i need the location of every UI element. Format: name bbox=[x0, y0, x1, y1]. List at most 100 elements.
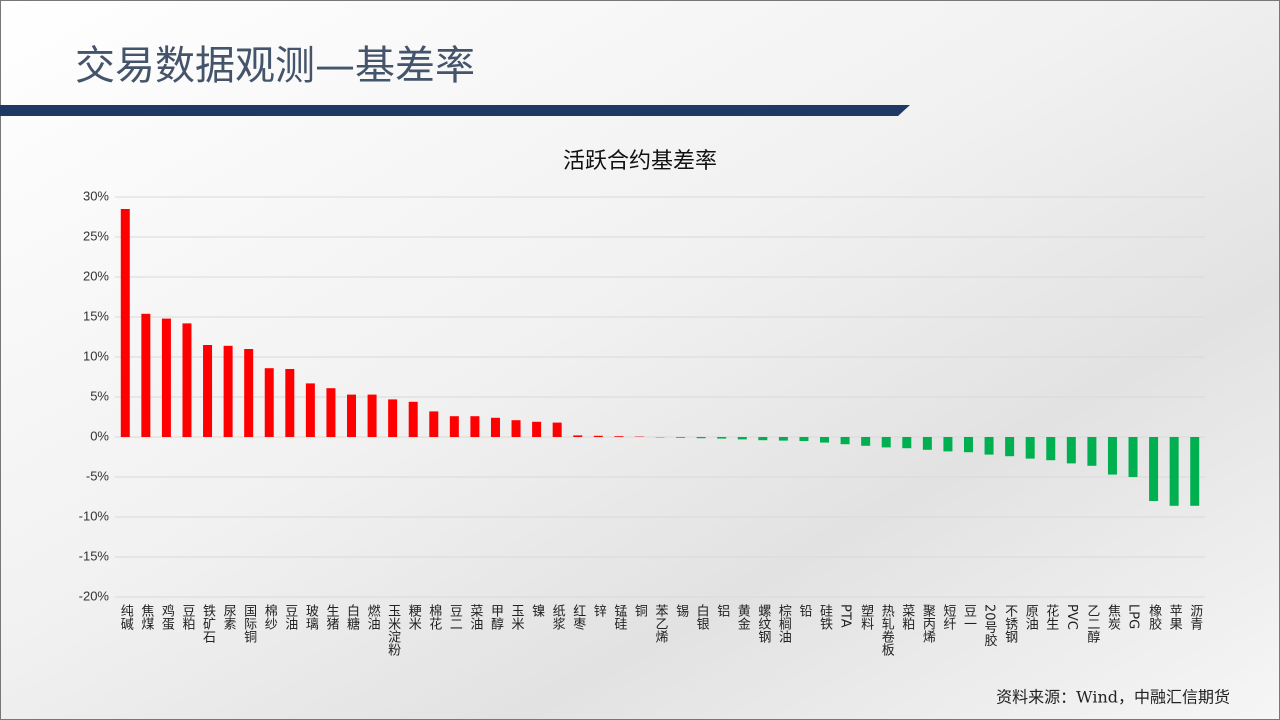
x-tick-label: 铜 bbox=[632, 604, 648, 617]
x-tick-label: 原油 bbox=[1023, 604, 1039, 630]
y-tick-label: 30% bbox=[83, 188, 109, 203]
x-tick-label: 菜油 bbox=[467, 604, 483, 630]
x-tick-label: 玉米淀粉 bbox=[385, 604, 401, 656]
x-tick-label: 20号胶 bbox=[982, 604, 998, 648]
x-tick-label: 不锈钢 bbox=[1002, 604, 1018, 644]
bar bbox=[1025, 437, 1035, 459]
bar bbox=[449, 416, 459, 437]
y-tick-label: 5% bbox=[90, 388, 109, 403]
bar bbox=[1149, 437, 1159, 501]
bar bbox=[593, 435, 603, 437]
x-tick-label: 白银 bbox=[694, 603, 710, 630]
x-tick-label: 锡 bbox=[673, 604, 689, 617]
x-tick-label: 鸡蛋 bbox=[159, 603, 175, 631]
bar bbox=[861, 437, 871, 446]
x-tick-label: 橡胶 bbox=[1146, 604, 1162, 631]
x-tick-label: 铅 bbox=[796, 604, 812, 617]
y-tick-label: 25% bbox=[83, 228, 109, 243]
x-tick-label: 螺纹钢 bbox=[755, 604, 771, 644]
bar bbox=[1087, 437, 1097, 466]
bar bbox=[778, 437, 788, 441]
bar bbox=[922, 437, 932, 450]
bar bbox=[799, 437, 809, 441]
y-tick-label: -10% bbox=[79, 508, 110, 523]
x-tick-label: 玻璃 bbox=[303, 604, 319, 630]
x-tick-label: PTA bbox=[838, 604, 853, 628]
bar bbox=[552, 422, 562, 437]
bar bbox=[676, 437, 686, 438]
bar bbox=[717, 437, 727, 439]
bar bbox=[429, 411, 439, 437]
x-tick-label: 国际铜 bbox=[241, 604, 257, 643]
x-tick-label: 硅铁 bbox=[817, 604, 833, 630]
bar bbox=[1005, 437, 1015, 457]
bar bbox=[1066, 437, 1076, 464]
bar bbox=[182, 323, 192, 437]
x-tick-label: 沥青 bbox=[1187, 604, 1203, 630]
x-tick-label: 白糖 bbox=[344, 603, 360, 631]
x-tick-label: PVC bbox=[1064, 604, 1079, 630]
bar bbox=[470, 416, 480, 437]
bar bbox=[573, 435, 583, 437]
x-tick-label: 菜粕 bbox=[899, 604, 915, 630]
x-tick-label: 甲醇 bbox=[488, 604, 504, 630]
x-tick-label: 红枣 bbox=[570, 603, 586, 630]
header-stripe bbox=[0, 105, 910, 116]
x-tick-label: 锰硅 bbox=[611, 604, 627, 630]
chart-title: 活跃合约基差率 bbox=[563, 149, 717, 174]
bar bbox=[881, 437, 891, 448]
bar bbox=[141, 313, 151, 437]
bar bbox=[203, 345, 213, 437]
x-tick-label: 焦炭 bbox=[1105, 604, 1121, 631]
x-tick-label: 铁矿石 bbox=[200, 604, 216, 643]
x-tick-label: 棕榈油 bbox=[776, 604, 792, 643]
bar bbox=[1128, 437, 1138, 477]
x-tick-label: 花生 bbox=[1043, 603, 1059, 630]
bar bbox=[1046, 437, 1056, 461]
bar bbox=[244, 349, 254, 437]
x-tick-label: 热轧卷板 bbox=[879, 604, 895, 657]
y-tick-label: -15% bbox=[79, 548, 110, 563]
x-tick-label: 铝 bbox=[714, 604, 730, 617]
bar bbox=[758, 437, 768, 441]
bar bbox=[902, 437, 912, 449]
x-tick-label: 黄金 bbox=[735, 604, 751, 630]
slide-title: 交易数据观测—基差率 bbox=[75, 43, 475, 89]
bar bbox=[820, 437, 830, 443]
bar bbox=[223, 345, 233, 437]
bar bbox=[511, 420, 521, 437]
bar bbox=[1107, 437, 1117, 475]
y-tick-label: 20% bbox=[83, 268, 109, 283]
x-tick-label: 生猪 bbox=[323, 604, 339, 630]
bar bbox=[1190, 437, 1200, 506]
bar bbox=[388, 399, 398, 437]
x-tick-label: 苹果 bbox=[1167, 604, 1183, 630]
bar bbox=[490, 417, 500, 437]
x-tick-label: 锌 bbox=[591, 604, 607, 617]
x-tick-label: 纯碱 bbox=[118, 604, 134, 630]
y-tick-label: 10% bbox=[83, 348, 109, 363]
x-tick-label: 聚丙烯 bbox=[920, 604, 936, 643]
y-tick-label: -20% bbox=[79, 588, 110, 603]
x-tick-label: LPG bbox=[1126, 604, 1141, 629]
bar bbox=[120, 209, 130, 437]
plot: -20% -15% -10% -5% 0% 5% 10% 15% 20% 25% 30% 纯碱 焦煤 鸡蛋… bbox=[79, 188, 1205, 657]
bar bbox=[367, 394, 377, 437]
bar bbox=[285, 369, 295, 437]
x-tick-label: 尿素 bbox=[221, 604, 237, 630]
y-tick-label: -5% bbox=[86, 468, 110, 483]
x-tick-label: 棉花 bbox=[426, 604, 442, 631]
y-tick-label: 15% bbox=[83, 308, 109, 323]
bar bbox=[532, 421, 542, 437]
x-tick-label: 棉纱 bbox=[262, 604, 278, 630]
x-tick-label: 豆油 bbox=[282, 604, 298, 630]
bar bbox=[161, 318, 171, 437]
bar bbox=[696, 437, 706, 439]
bar bbox=[614, 436, 624, 437]
bar bbox=[408, 401, 418, 437]
x-tick-label: 短纤 bbox=[940, 604, 956, 630]
y-tick-label: 0% bbox=[90, 428, 109, 443]
bar bbox=[943, 437, 953, 452]
